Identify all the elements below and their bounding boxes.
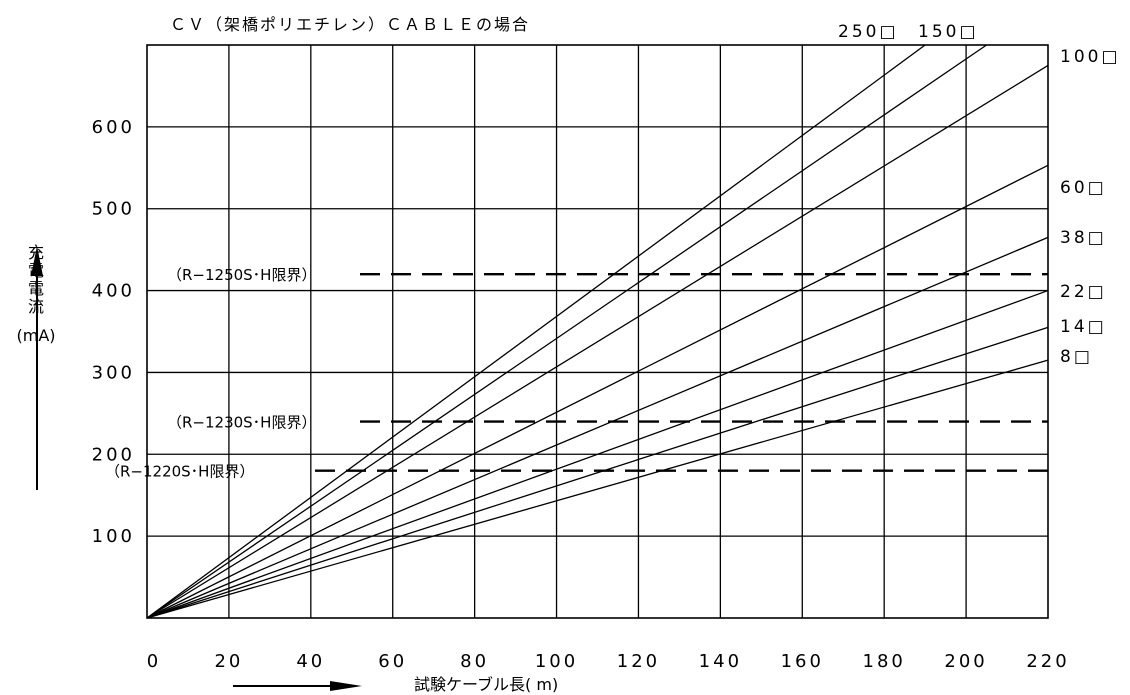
series-label-7: 8□ bbox=[1060, 347, 1093, 367]
series-labels: 250□ 150□ 100□ 60□ 38□ 22□ 14□ 8□ bbox=[838, 22, 1121, 367]
y-tick-label-1: 200 bbox=[92, 444, 135, 465]
series-label-3: 60□ bbox=[1060, 178, 1107, 198]
y-tick-label-0: 100 bbox=[92, 526, 135, 547]
x-tick-label-4: 80 bbox=[460, 651, 489, 672]
y-tick-label-2: 300 bbox=[92, 362, 135, 383]
series-line-2 bbox=[146, 64, 1049, 619]
y-axis-arrowhead bbox=[31, 246, 43, 276]
series-line-7 bbox=[146, 359, 1049, 619]
x-tick-label-11: 220 bbox=[1026, 651, 1069, 672]
series-label-1: 150□ bbox=[918, 22, 979, 42]
limit-lines: （R−1250S･H限界） （R−1230S･H限界） （R−1220S･H限界） bbox=[105, 266, 1048, 481]
x-tick-label-2: 40 bbox=[296, 651, 325, 672]
limit-label-2: （R−1220S･H限界） bbox=[105, 463, 254, 481]
series-label-0: 250□ bbox=[838, 22, 899, 42]
x-tick-label-3: 60 bbox=[378, 651, 407, 672]
series-label-6: 14□ bbox=[1060, 317, 1107, 337]
series-lines bbox=[146, 44, 1049, 619]
x-tick-label-0: 0 bbox=[147, 651, 161, 672]
x-axis-label: 試験ケーブル長( m) bbox=[414, 675, 558, 694]
y-tick-label-5: 600 bbox=[92, 117, 135, 138]
x-tick-label-5: 100 bbox=[535, 651, 578, 672]
series-label-5: 22□ bbox=[1060, 282, 1107, 302]
series-line-3 bbox=[146, 164, 1049, 619]
y-tick-label-4: 500 bbox=[92, 199, 135, 220]
x-tick-label-1: 20 bbox=[214, 651, 243, 672]
x-tick-label-7: 140 bbox=[699, 651, 742, 672]
x-tick-label-8: 160 bbox=[781, 651, 824, 672]
series-line-5 bbox=[146, 289, 1049, 619]
y-tick-labels: 100 200 300 400 500 600 bbox=[92, 117, 135, 547]
x-tick-label-6: 120 bbox=[617, 651, 660, 672]
limit-label-1: （R−1230S･H限界） bbox=[167, 414, 316, 432]
limit-label-0: （R−1250S･H限界） bbox=[167, 266, 316, 284]
x-tick-labels: 0 20 40 60 80 100 120 140 160 180 200 220 bbox=[147, 651, 1069, 672]
series-line-1 bbox=[146, 44, 987, 619]
y-tick-label-3: 400 bbox=[92, 281, 135, 302]
series-label-2: 100□ bbox=[1060, 47, 1121, 67]
x-tick-label-10: 200 bbox=[944, 651, 987, 672]
chart-title: ＣＶ（架橋ポリエチレン）ＣＡＢＬＥの場合 bbox=[170, 15, 530, 34]
grid bbox=[146, 44, 1049, 619]
series-label-4: 38□ bbox=[1060, 228, 1107, 248]
series-line-0 bbox=[146, 44, 926, 619]
x-tick-label-9: 180 bbox=[863, 651, 906, 672]
series-line-6 bbox=[146, 326, 1049, 619]
x-axis-arrowhead bbox=[330, 681, 362, 691]
plot-frame bbox=[146, 44, 1049, 619]
series-line-4 bbox=[146, 236, 1049, 619]
